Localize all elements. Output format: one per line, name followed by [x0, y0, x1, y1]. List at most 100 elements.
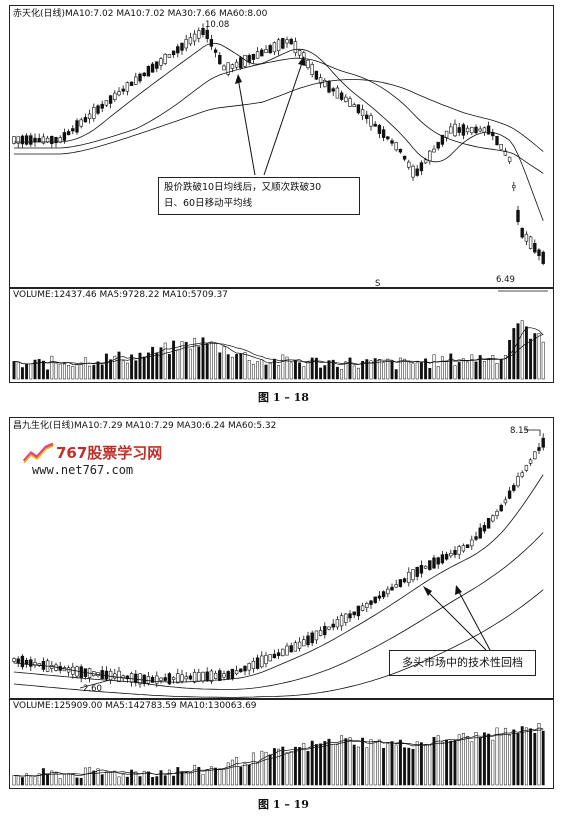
sell-marker-label-1: S [375, 279, 381, 289]
candle-body [365, 114, 369, 119]
candle-body [176, 673, 180, 684]
volume-bar [230, 759, 234, 786]
volume-bar [524, 326, 528, 380]
volume-bar [495, 727, 499, 786]
candle-body [285, 39, 289, 44]
volume-bar [113, 770, 117, 786]
candle-body [331, 623, 335, 628]
volume-bar [176, 767, 180, 786]
high-price-pointer [524, 429, 541, 436]
moving-average-line [13, 532, 544, 690]
price-chart-header-1: 赤天化(日线)MA10:7.02 MA10:7.02 MA30:7.66 MA6… [13, 9, 268, 19]
candle-body [327, 626, 331, 630]
candle-body [369, 600, 373, 605]
candle-body [323, 626, 327, 636]
candle-body [419, 565, 424, 574]
candle-body [402, 155, 407, 160]
candle-body [449, 126, 453, 134]
candle-body [486, 518, 491, 529]
candle-body [163, 677, 167, 681]
volume-bar [482, 732, 486, 786]
volume-bar [335, 366, 339, 380]
arrow-head [455, 585, 462, 595]
volume-bar [62, 773, 66, 786]
volume-bar [331, 359, 335, 380]
candle-body [503, 499, 508, 504]
candle-body [230, 64, 235, 69]
candle-body [390, 140, 394, 144]
candle-body [335, 619, 340, 628]
candle-body [29, 135, 33, 145]
candle-body [407, 571, 411, 583]
volume-bar [285, 752, 289, 786]
candle-body [155, 675, 159, 684]
volume-bar [197, 346, 201, 380]
volume-bar [415, 741, 419, 786]
volume-bar [230, 356, 234, 380]
candle-body [461, 124, 466, 136]
volume-bar [470, 741, 474, 786]
candle-body [104, 100, 109, 106]
volume-bar [327, 738, 331, 786]
volume-bar [445, 360, 449, 380]
volume-bar [235, 353, 239, 380]
volume-bar [214, 767, 218, 786]
candle-body [528, 236, 533, 249]
volume-bar [79, 362, 83, 380]
volume-bar [235, 757, 239, 786]
candle-body [436, 141, 440, 149]
candle-body [377, 124, 382, 134]
candle-body [87, 113, 92, 119]
volume-bar [214, 342, 218, 380]
volume-bar [75, 777, 79, 786]
candle-body [516, 209, 520, 223]
volume-bar [71, 773, 75, 786]
candle-body [453, 123, 457, 137]
volume-bar [251, 752, 255, 786]
candle-body [197, 672, 201, 682]
volume-bar [20, 367, 24, 380]
candle-body [129, 673, 134, 683]
candle-body [16, 136, 20, 144]
volume-bar [188, 772, 192, 786]
volume-bar [272, 748, 276, 786]
candle-body [486, 125, 491, 135]
volume-bar [109, 772, 113, 786]
volume-bar [461, 358, 465, 380]
volume-bar [146, 352, 150, 380]
volume-bar [142, 356, 146, 380]
candle-body [121, 88, 125, 92]
candle-body [360, 605, 365, 611]
volume-bar [146, 771, 150, 786]
volume-bar [529, 728, 533, 786]
candle-body [255, 51, 260, 59]
volume-bar [541, 730, 545, 786]
volume-bar [352, 365, 356, 380]
volume-bar [394, 744, 398, 786]
volume-bar [466, 735, 470, 786]
candle-body [16, 658, 20, 663]
volume-bar [46, 369, 50, 380]
volume-bar [440, 741, 444, 786]
candle-body [45, 137, 50, 143]
volume-bar [520, 320, 524, 380]
volume-bar [340, 369, 344, 380]
volume-bar [37, 359, 41, 380]
candle-body [495, 135, 499, 146]
candle-body [344, 96, 348, 102]
candle-body [465, 127, 470, 133]
candle-body [394, 142, 398, 151]
volume-bar [205, 769, 209, 786]
low-price-label-1: 6.49 [496, 275, 515, 285]
volume-bar [369, 739, 373, 786]
volume-bar [201, 774, 205, 786]
candle-body [440, 134, 445, 145]
volume-bar [172, 775, 176, 786]
watermark-url: www.net767.com [32, 463, 134, 477]
candle-body [138, 73, 142, 82]
candle-body [71, 128, 75, 132]
candle-body [373, 596, 377, 604]
volume-bar [302, 742, 306, 786]
candle-body [176, 46, 180, 54]
candle-body [457, 127, 461, 133]
